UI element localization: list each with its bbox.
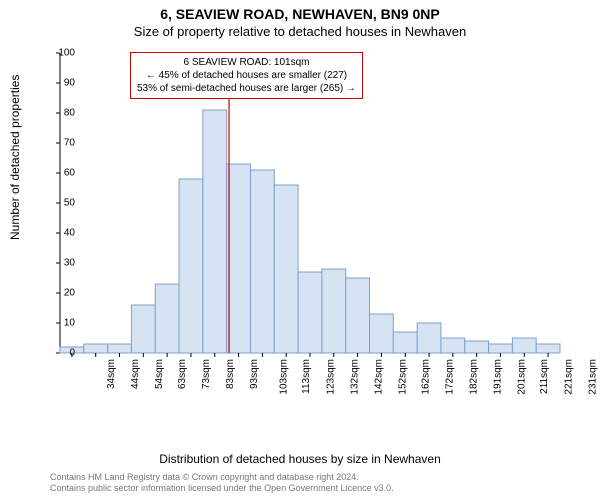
x-tick-label: 44sqm (130, 359, 141, 389)
y-tick-label: 90 (64, 78, 75, 89)
y-tick-label: 50 (64, 198, 75, 209)
x-tick-label: 201sqm (516, 359, 527, 395)
y-axis-label: Number of detached properties (8, 75, 22, 240)
y-tick-label: 30 (64, 258, 75, 269)
x-tick-label: 221sqm (564, 359, 575, 395)
y-tick-label: 10 (64, 318, 75, 329)
x-tick-label: 132sqm (350, 359, 361, 395)
x-tick-label: 63sqm (177, 359, 188, 389)
y-tick-label: 0 (69, 348, 75, 359)
annotation-box: 6 SEAVIEW ROAD: 101sqm ← 45% of detached… (130, 52, 363, 99)
x-tick-label: 191sqm (492, 359, 503, 395)
x-tick-label: 142sqm (373, 359, 384, 395)
x-tick-label: 231sqm (588, 359, 599, 395)
annot-line2: ← 45% of detached houses are smaller (22… (137, 69, 356, 82)
plot-area: 6 SEAVIEW ROAD: 101sqm ← 45% of detached… (50, 48, 570, 408)
x-tick-label: 83sqm (225, 359, 236, 389)
annot-line3: 53% of semi-detached houses are larger (… (137, 82, 356, 95)
x-axis-label: Distribution of detached houses by size … (0, 452, 600, 466)
x-tick-label: 123sqm (326, 359, 337, 395)
histogram-svg (50, 48, 570, 408)
footer-text: Contains HM Land Registry data © Crown c… (50, 472, 394, 495)
y-tick-label: 40 (64, 228, 75, 239)
chart-title-2: Size of property relative to detached ho… (0, 22, 600, 39)
x-tick-label: 54sqm (154, 359, 165, 389)
footer-line2: Contains public sector information licen… (50, 483, 394, 494)
x-tick-label: 211sqm (539, 359, 550, 394)
x-tick-label: 162sqm (421, 359, 432, 395)
y-tick-label: 80 (64, 108, 75, 119)
x-tick-label: 113sqm (301, 359, 312, 394)
x-tick-label: 73sqm (201, 359, 212, 389)
x-tick-label: 182sqm (469, 359, 480, 395)
x-tick-label: 93sqm (249, 359, 260, 389)
y-tick-label: 100 (58, 48, 75, 59)
footer-line1: Contains HM Land Registry data © Crown c… (50, 472, 394, 483)
x-tick-label: 103sqm (278, 359, 289, 395)
y-tick-label: 60 (64, 168, 75, 179)
x-tick-label: 34sqm (106, 359, 117, 389)
chart-title-1: 6, SEAVIEW ROAD, NEWHAVEN, BN9 0NP (0, 0, 600, 22)
x-tick-label: 152sqm (397, 359, 408, 395)
x-tick-label: 172sqm (445, 359, 456, 395)
annot-line1: 6 SEAVIEW ROAD: 101sqm (137, 56, 356, 69)
y-tick-label: 70 (64, 138, 75, 149)
y-tick-label: 20 (64, 288, 75, 299)
